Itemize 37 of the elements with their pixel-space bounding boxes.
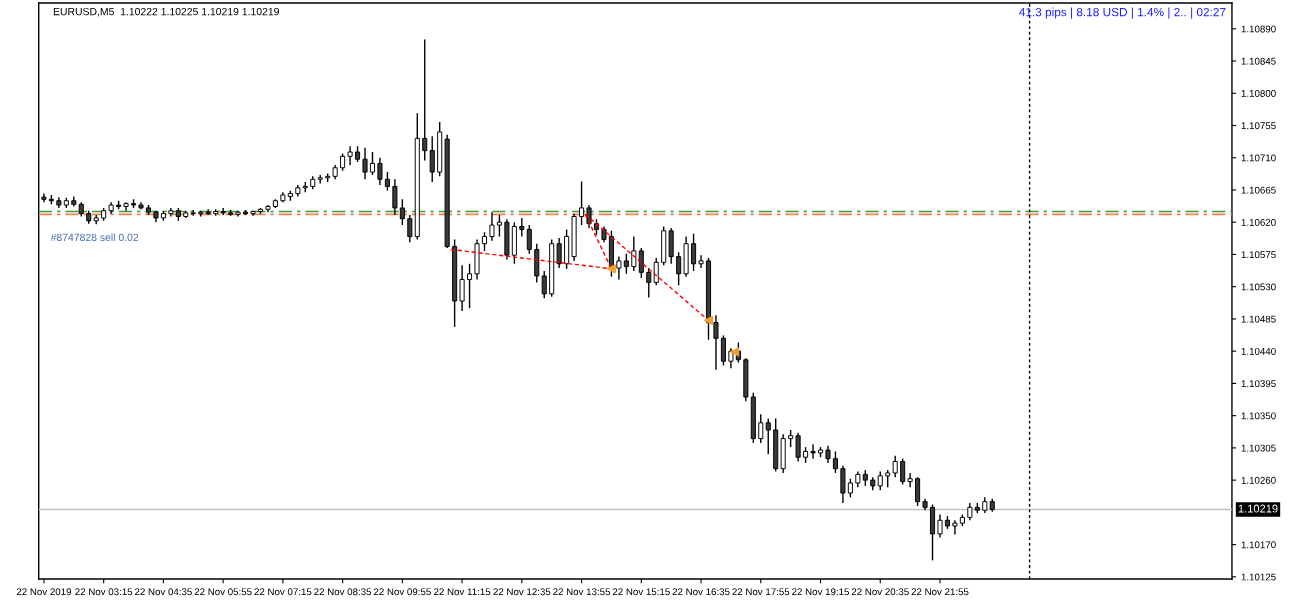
y-tick-label: 1.10845 (1241, 57, 1276, 65)
x-tick-label: 22 Nov 20:35 (851, 588, 909, 596)
x-tick-label: 22 Nov 13:55 (553, 588, 611, 596)
x-tick-label: 22 Nov 2019 (16, 588, 72, 596)
y-tick-label: 1.10620 (1241, 218, 1276, 226)
y-tick-label: 1.10305 (1241, 444, 1276, 452)
x-tick-label: 22 Nov 05:55 (194, 588, 252, 596)
x-tick-label: 22 Nov 07:15 (254, 588, 312, 596)
ref-line-label: 1.10219 (1238, 504, 1278, 513)
y-tick-label: 1.10170 (1241, 541, 1276, 549)
y-tick-label: 1.10710 (1241, 154, 1276, 162)
y-tick-label: 1.10665 (1241, 186, 1276, 194)
annotation: #8747828 sell 0.02 (50, 233, 139, 242)
x-tick-label: 22 Nov 17:55 (732, 588, 790, 596)
annotation: 41.3 pips | 8.18 USD | 1.4% | 2.. | 02:27 (1019, 7, 1226, 19)
y-tick-label: 1.10440 (1241, 347, 1276, 355)
y-tick-label: 1.10530 (1241, 283, 1276, 291)
x-tick-label: 22 Nov 09:55 (373, 588, 431, 596)
x-tick-label: 22 Nov 21:55 (911, 588, 969, 596)
y-tick-label: 1.10350 (1241, 412, 1276, 420)
y-tick-label: 1.10800 (1241, 90, 1276, 97)
x-tick-label: 22 Nov 08:35 (314, 588, 372, 596)
x-tick-label: 22 Nov 19:15 (792, 588, 850, 596)
y-tick-label: 1.10395 (1241, 380, 1276, 388)
x-tick-label: 22 Nov 04:35 (134, 588, 192, 596)
x-tick-label: 22 Nov 15:15 (612, 588, 670, 596)
chart-title: EURUSD,M5 1.10222 1.10225 1.10219 1.10219 (53, 7, 279, 17)
y-tick-label: 1.10125 (1241, 573, 1276, 581)
y-tick-label: 1.10260 (1241, 476, 1276, 484)
y-tick-label: 1.10890 (1241, 25, 1276, 33)
y-tick-label: 1.10755 (1241, 122, 1276, 130)
y-tick-label: 1.10575 (1241, 251, 1276, 259)
x-tick-label: 22 Nov 16:35 (672, 588, 730, 596)
x-tick-label: 22 Nov 03:15 (75, 588, 133, 596)
y-tick-label: 1.10485 (1241, 315, 1276, 323)
x-tick-label: 22 Nov 11:15 (434, 588, 491, 596)
x-tick-label: 22 Nov 12:35 (493, 588, 551, 596)
